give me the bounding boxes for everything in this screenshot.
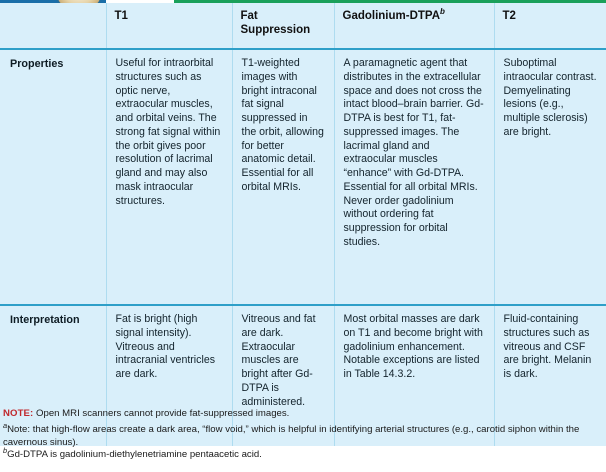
table-row: Interpretation Fat is bright (high signa…: [0, 306, 606, 446]
mri-comparison-table: T1 Fat Suppression Gadolinium-DTPAb T2 P…: [0, 3, 606, 446]
row-label-properties: Properties: [0, 50, 106, 304]
cell-properties-t1: Useful for intraorbital structures such …: [105, 50, 232, 304]
column-header-gadolinium-dtpa-text: Gadolinium-DTPA: [342, 10, 441, 22]
footnote-a: aNote: that high-flow areas create a dar…: [3, 420, 603, 450]
top-rules: [0, 0, 606, 3]
column-header-t1: T1: [105, 3, 232, 48]
header-divider: [0, 48, 606, 50]
footnote-marker-b: b: [3, 446, 8, 456]
top-rule-left: [0, 0, 106, 3]
column-header-gadolinium-dtpa: Gadolinium-DTPAb: [333, 3, 494, 48]
table-header-row: T1 Fat Suppression Gadolinium-DTPAb T2: [0, 3, 606, 48]
mri-comparison-table-container: T1 Fat Suppression Gadolinium-DTPAb T2 P…: [0, 3, 606, 446]
cell-interpretation-fat-suppression: Vitreous and fat are dark. Extraocular m…: [231, 306, 334, 446]
cell-properties-t2: Suboptimal intraocular contrast. Demyeli…: [493, 50, 606, 304]
row-divider-row: [0, 304, 606, 306]
table-row: Properties Useful for intraorbital struc…: [0, 50, 606, 304]
row-divider: [0, 304, 606, 306]
cell-properties-fat-suppression: T1-weighted images with bright intracona…: [231, 50, 334, 304]
column-header-fat-suppression: Fat Suppression: [231, 3, 334, 48]
column-header-label: [0, 3, 106, 48]
footnote-note-label: NOTE:: [3, 408, 34, 419]
cell-interpretation-t2: Fluid-containing structures such as vitr…: [493, 306, 606, 446]
cell-properties-gadolinium: A paramagnetic agent that distributes in…: [333, 50, 494, 304]
footnote-marker-a: a: [3, 420, 8, 430]
footnote-note-text: Open MRI scanners cannot provide fat-sup…: [36, 408, 290, 419]
column-header-t2: T2: [493, 3, 606, 48]
footnote-b-text: Gd-DTPA is gadolinium-diethylenetriamine…: [7, 449, 262, 461]
footnote-note: NOTE: Open MRI scanners cannot provide f…: [3, 408, 603, 421]
row-label-interpretation: Interpretation: [0, 306, 106, 446]
cell-interpretation-gadolinium: Most orbital masses are dark on T1 and b…: [333, 306, 494, 446]
footnote-marker-b-header: b: [440, 7, 445, 17]
header-divider-row: [0, 48, 606, 50]
footnote-a-text: Note: that high-flow areas create a dark…: [3, 423, 580, 448]
cell-interpretation-t1: Fat is bright (high signal intensity). V…: [105, 306, 232, 446]
top-rule-right: [174, 0, 606, 3]
footnote-b: bGd-DTPA is gadolinium-diethylenetriamin…: [3, 446, 603, 462]
footnotes-section: NOTE: Open MRI scanners cannot provide f…: [0, 408, 606, 462]
